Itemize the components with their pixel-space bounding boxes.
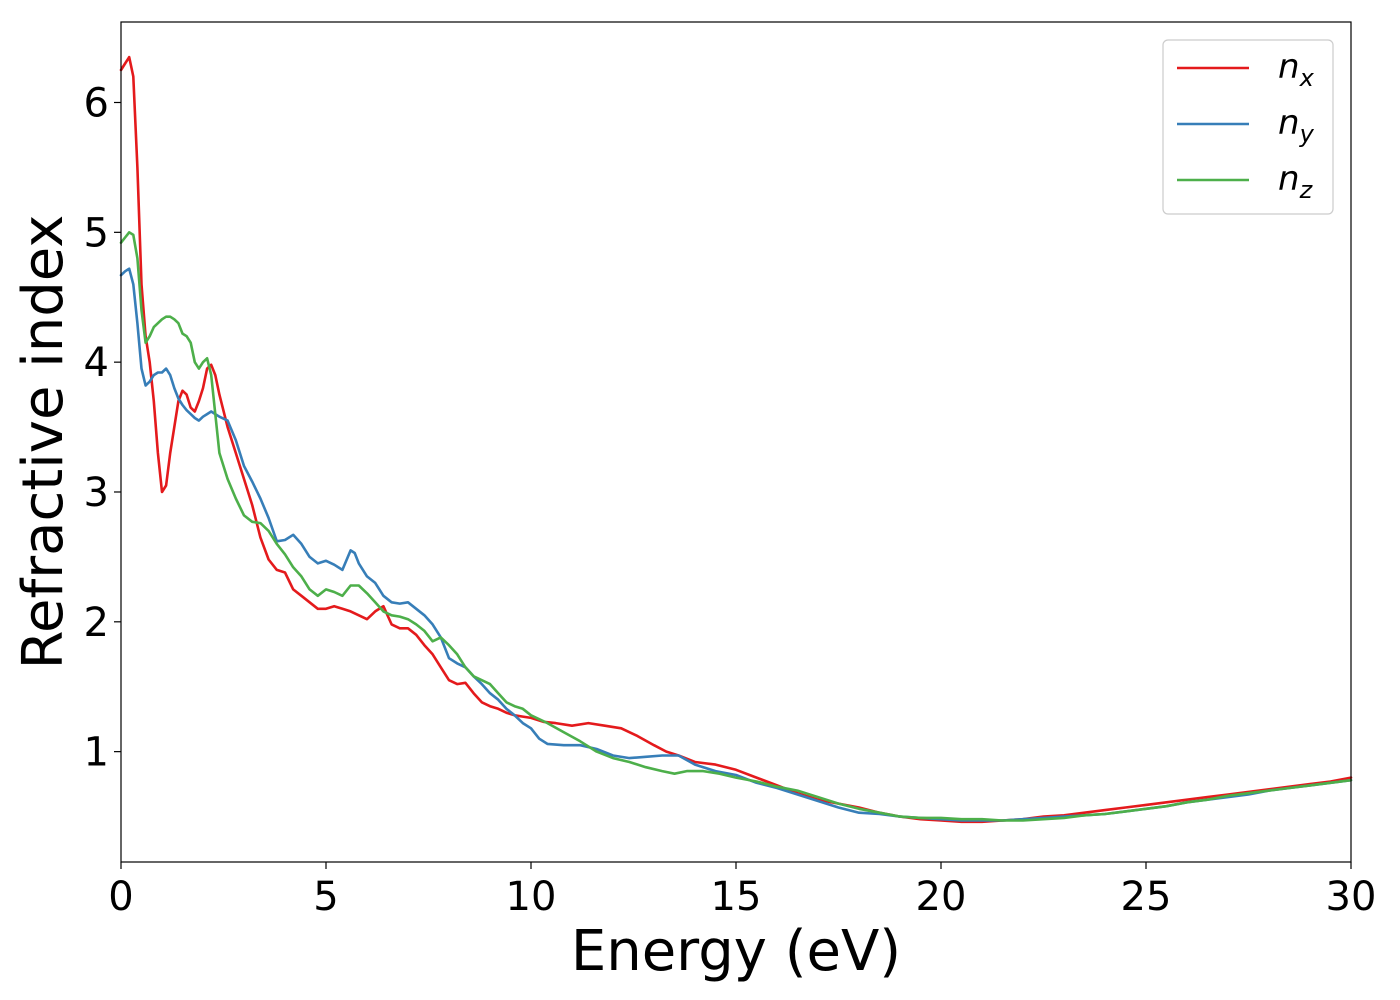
y-tick-label: 3 (84, 470, 109, 516)
y-tick-label: 1 (84, 730, 109, 776)
legend-label-ny: ny (1278, 103, 1315, 148)
legend-label-nz: nz (1278, 159, 1314, 204)
y-axis-title: Refractive index (11, 215, 76, 670)
x-tick-label: 30 (1326, 874, 1377, 920)
x-tick-label: 20 (916, 874, 967, 920)
legend: nx ny nz (1162, 39, 1334, 215)
y-tick-label: 4 (84, 340, 109, 386)
x-tick-label: 0 (108, 874, 133, 920)
x-tick-label: 25 (1121, 874, 1172, 920)
series-line-nz (119, 231, 1353, 822)
y-axis: 1 2 3 4 5 6 (84, 80, 121, 776)
x-axis-title: Energy (eV) (571, 919, 901, 984)
x-tick-label: 10 (506, 874, 557, 920)
x-tick-label: 15 (711, 874, 762, 920)
legend-label-nx: nx (1278, 47, 1315, 92)
x-axis: 0 5 10 15 20 25 30 (108, 862, 1376, 920)
x-tick-label: 5 (313, 874, 338, 920)
legend-box (1162, 39, 1334, 215)
y-tick-label: 6 (84, 80, 109, 126)
series-layer (119, 55, 1353, 824)
y-tick-label: 2 (84, 600, 109, 646)
y-tick-label: 5 (84, 210, 109, 256)
